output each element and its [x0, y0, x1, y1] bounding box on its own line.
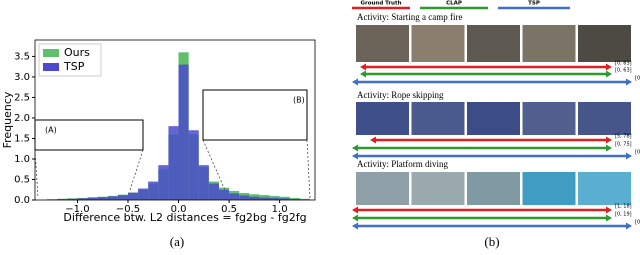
bar	[208, 183, 219, 200]
photo	[578, 172, 631, 205]
bar	[198, 165, 209, 200]
bar	[77, 198, 88, 200]
photo	[578, 25, 631, 62]
photo	[522, 25, 576, 62]
legend-label: TSP	[63, 60, 85, 73]
y-tick-label: 0.0	[14, 195, 30, 206]
bar	[158, 165, 169, 200]
legend-label: TSP	[528, 1, 540, 7]
y-axis-label: Frequency	[1, 91, 14, 148]
bar	[67, 198, 78, 200]
bar	[289, 197, 300, 200]
annotation: (A)	[45, 126, 57, 135]
bar	[279, 198, 290, 200]
bar	[57, 199, 68, 200]
photo	[578, 102, 631, 135]
photo	[356, 102, 409, 135]
bar	[218, 189, 230, 200]
interval-label: [0, 19]	[615, 212, 632, 218]
bar	[269, 197, 280, 200]
bar	[249, 196, 260, 200]
interval-label: [5, 78]	[615, 134, 632, 140]
interval-label: [0, 75]	[615, 142, 632, 148]
annotation: (B)	[293, 96, 305, 105]
y-tick-label: 2.0	[14, 113, 30, 124]
photo	[356, 172, 409, 205]
inset-box	[34, 119, 144, 151]
activity-title: Activity: Starting a camp fire	[357, 12, 462, 22]
inset-connector	[34, 149, 39, 199]
x-tick-label: −0.5	[116, 204, 140, 215]
caption: (a)	[170, 234, 184, 249]
x-tick-label: 1.0	[272, 204, 288, 215]
bar	[289, 199, 300, 200]
interval-label: [0, 63]	[615, 68, 632, 74]
inset-connector	[306, 139, 311, 199]
legend-label: Ours	[64, 46, 90, 59]
photo	[356, 25, 409, 62]
activity-title: Activity: Platform diving	[357, 159, 448, 169]
caption: (b)	[484, 234, 499, 249]
photo	[467, 102, 520, 135]
photo	[467, 172, 520, 205]
photo	[411, 25, 465, 62]
bar	[299, 198, 310, 200]
bar	[127, 192, 139, 200]
y-tick-label: 3.0	[14, 72, 30, 83]
bar	[138, 188, 149, 200]
inset-connector	[129, 149, 144, 191]
photo	[522, 172, 576, 205]
inset-connector	[202, 139, 226, 191]
legend-swatch	[43, 63, 59, 71]
activity-title: Activity: Rope skipping	[357, 90, 444, 100]
interval-label: [0, 22]	[635, 220, 640, 226]
photo	[522, 102, 576, 135]
photo	[411, 102, 465, 135]
x-tick-label: −1.0	[65, 204, 89, 215]
interval-label: [0, 83]	[635, 150, 640, 156]
photo	[467, 25, 520, 62]
legend-label: Ground Truth	[360, 1, 401, 7]
y-tick-label: 0.5	[14, 174, 30, 185]
bar	[259, 195, 270, 200]
bar	[188, 130, 199, 200]
bar	[148, 181, 159, 200]
y-tick-label: 1.0	[14, 154, 30, 165]
interval-label: [0, 72]	[635, 76, 640, 82]
x-tick-label: 0.0	[171, 204, 187, 215]
photo	[411, 172, 465, 205]
bar	[229, 193, 240, 200]
legend-swatch	[43, 49, 59, 57]
y-tick-label: 2.5	[14, 92, 30, 103]
interval-label: [1, 18]	[615, 204, 632, 210]
bar	[97, 197, 108, 200]
bar	[239, 195, 250, 200]
x-axis-label: Difference btw. L2 distances = fg2bg - f…	[63, 211, 306, 224]
bar	[168, 126, 179, 200]
legend-label: CLAP	[446, 1, 462, 7]
bar	[107, 196, 118, 200]
bar	[87, 197, 98, 200]
bar	[178, 64, 189, 200]
x-tick-label: 0.5	[221, 204, 237, 215]
inset-box	[202, 89, 308, 141]
y-tick-label: 1.5	[14, 133, 30, 144]
bar	[259, 197, 270, 200]
interval-label: [0, 63]	[615, 61, 632, 67]
y-tick-label: 3.5	[14, 51, 30, 62]
bar	[117, 195, 128, 200]
